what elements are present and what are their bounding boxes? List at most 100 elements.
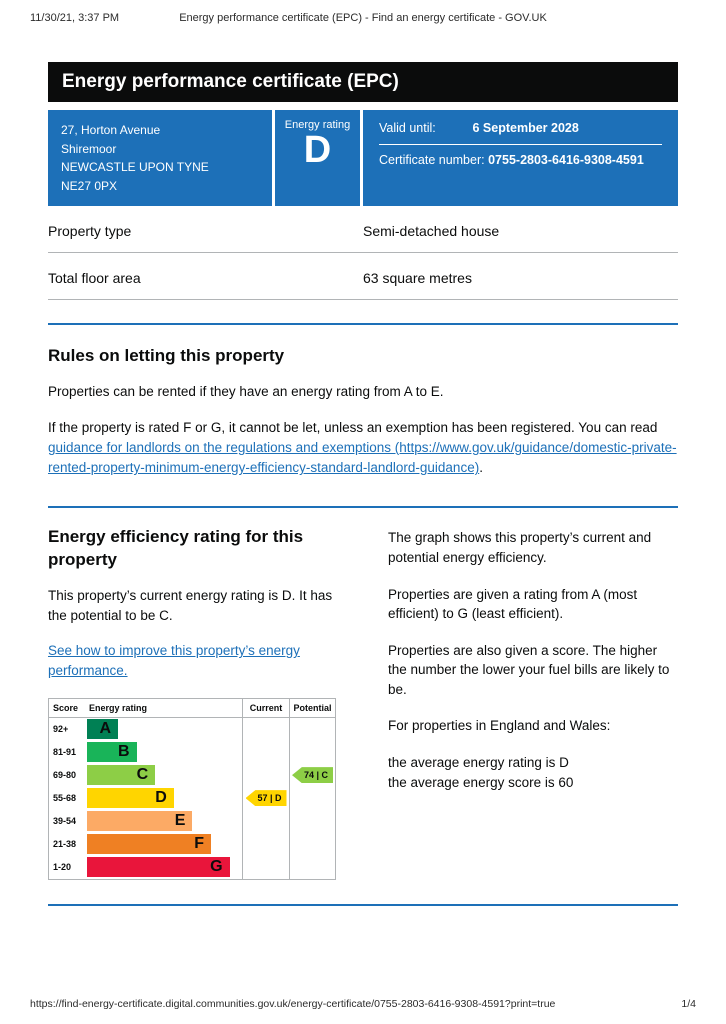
potential-rating-cell: 74 | C [289,763,335,787]
certificate-summary-panel: 27, Horton Avenue Shiremoor NEWCASTLE UP… [48,110,678,207]
epc-band-row-e: 39-54 E [49,809,335,833]
graph-explainer-para: The graph shows this property’s current … [388,530,652,566]
band-bar-area: G [87,856,242,879]
current-rating-cell [242,832,289,856]
band-bar-a: A [87,718,118,740]
potential-rating-cell [289,786,335,810]
property-type-row: Property type Semi-detached house [48,206,678,254]
letting-rules-para-1: Properties can be rented if they have an… [48,384,444,400]
band-letter: G [210,857,223,875]
address-line-4: NE27 0PX [61,178,118,193]
band-bar-c: C [87,764,156,786]
property-type-label: Property type [48,223,132,240]
valid-until-label: Valid until: [379,121,436,135]
potential-rating-tag: 74 | C [292,767,333,784]
band-bar-g: G [87,856,230,878]
chart-band-rows: 92+ A 81-91 B 69-80 C 74 | C 55-68 D 57 | D 39-54 E… [49,717,335,879]
score-explainer-para: Properties are also given a score. The h… [388,642,670,697]
browser-print-footer: https://find-energy-certificate.digital.… [30,998,696,1010]
floor-area-label: Total floor area [48,270,141,287]
property-type-value: Semi-detached house [363,223,500,240]
floor-area-row: Total floor area 63 square metres [48,253,678,301]
page-title: Energy performance certificate (EPC) [48,62,678,102]
band-bar-area: E [87,810,242,833]
band-bar-f: F [87,833,211,855]
valid-until-row: Valid until: 6 September 2028 [379,121,662,135]
section-divider [48,506,678,509]
browser-print-header: 11/30/21, 3:37 PM Energy performance cer… [0,0,726,24]
current-rating-cell: 57 | D [242,786,289,810]
band-bar-area: A [87,718,242,741]
band-letter: E [174,811,186,829]
chart-header-score: Score [53,702,79,713]
energy-rating-chart: Score Energy rating Current Potential 92… [48,697,336,880]
landlord-guidance-link[interactable]: guidance for landlords on the regulation… [48,439,677,476]
band-score: 81-91 [53,747,77,758]
section-divider [48,903,678,906]
efficiency-right-column: The graph shows this property’s current … [388,526,678,879]
band-letter: B [118,742,130,760]
address-line-3: NEWCASTLE UPON TYNE [61,160,209,175]
band-bar-area: D [87,787,242,810]
certificate-number-row: Certificate number: 0755-2803-6416-9308-… [379,153,662,167]
band-bar-area: B [87,741,242,764]
band-letter: C [136,765,149,783]
efficiency-heading: Energy efficiency rating for this proper… [48,527,304,569]
improve-performance-link[interactable]: See how to improve this property’s energ… [48,643,300,679]
valid-until-value: 6 September 2028 [472,121,579,135]
chart-header-current: Current [242,698,289,717]
potential-rating-cell [289,832,335,856]
chart-header: Score Energy rating Current Potential [49,698,335,718]
energy-rating-label: Energy rating [284,119,351,131]
england-wales-para: For properties in England and Wales: [388,718,611,734]
current-rating-cell [242,809,289,833]
band-score: 21-38 [53,839,77,850]
validity-divider [379,144,662,145]
band-letter: A [99,719,111,737]
address-line-2: Shiremoor [61,141,117,156]
epc-band-row-f: 21-38 F [49,832,335,856]
current-rating-cell [242,763,289,787]
print-datetime: 11/30/21, 3:37 PM [30,12,120,24]
floor-area-value: 63 square metres [363,270,472,287]
section-divider [48,323,678,326]
band-bar-e: E [87,810,193,832]
current-rating-cell [242,740,289,764]
band-score: 39-54 [53,816,77,827]
certificate-number-label: Certificate number: [379,153,485,167]
band-bar-b: B [87,741,137,763]
potential-rating-cell [289,809,335,833]
current-rating-cell [242,717,289,741]
epc-band-row-a: 92+ A [49,717,335,741]
band-score: 92+ [53,724,69,735]
letting-rules-text: If the property is rated F or G, it cann… [48,419,658,435]
potential-rating-cell [289,855,335,879]
efficiency-left-column: Energy efficiency rating for this proper… [48,526,354,880]
current-rating-cell [242,855,289,879]
average-stats: the average energy rating is D the avera… [388,753,678,792]
average-score-line: the average energy score is 60 [388,774,574,790]
chart-header-potential: Potential [289,698,335,717]
band-bar-area: F [87,833,242,856]
band-bar-area: C [87,764,242,787]
certificate-page: Energy performance certificate (EPC) 27,… [48,62,678,906]
letting-rules-text-end: . [479,460,483,476]
energy-rating-letter: D [303,129,332,171]
band-score: 1-20 [53,862,72,873]
print-page-number: 1/4 [681,998,696,1010]
epc-band-row-d: 55-68 D 57 | D [49,786,335,810]
validity-box: Valid until: 6 September 2028 Certificat… [363,110,678,207]
certificate-number-value: 0755-2803-6416-9308-4591 [488,153,644,167]
print-page-title: Energy performance certificate (EPC) - F… [179,12,547,24]
epc-band-row-g: 1-20 G [49,855,335,879]
average-rating-line: the average energy rating is D [388,754,569,770]
efficiency-summary-text: This property’s current energy rating is… [48,587,333,623]
band-letter: D [155,788,167,806]
chart-header-rating: Energy rating [89,702,148,713]
band-bar-d: D [87,787,174,809]
epc-band-row-b: 81-91 B [49,740,335,764]
print-url: https://find-energy-certificate.digital.… [30,998,556,1010]
potential-rating-cell [289,740,335,764]
band-score: 69-80 [53,770,77,781]
band-score: 55-68 [53,793,77,804]
